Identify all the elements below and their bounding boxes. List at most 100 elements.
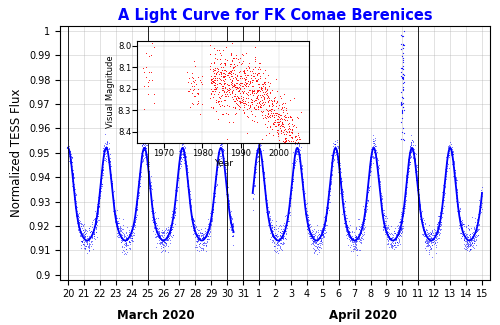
Point <box>364 176 372 182</box>
Point <box>96 195 104 200</box>
Point <box>314 227 322 232</box>
Point <box>264 212 272 217</box>
Point <box>152 233 160 239</box>
Point <box>198 234 206 240</box>
Point <box>452 189 460 194</box>
Point <box>123 236 131 241</box>
Point <box>379 214 387 219</box>
Point <box>189 219 197 225</box>
Point <box>196 230 204 235</box>
Point <box>343 235 351 240</box>
Point <box>114 234 122 240</box>
Point <box>172 196 179 202</box>
Point <box>396 233 404 239</box>
Point <box>453 192 461 198</box>
Point <box>251 182 259 187</box>
Point <box>205 227 213 232</box>
Point <box>326 183 334 188</box>
Point <box>167 224 175 229</box>
Point <box>340 196 347 202</box>
Point <box>300 203 308 208</box>
Point <box>253 149 261 154</box>
Point <box>375 176 383 181</box>
Point <box>106 156 114 161</box>
Point <box>122 242 130 247</box>
Point <box>322 215 330 220</box>
Point <box>328 172 336 177</box>
Point <box>394 233 402 238</box>
Point <box>366 167 374 172</box>
Point <box>177 158 185 163</box>
Point <box>110 210 118 215</box>
Point <box>74 227 82 232</box>
Point <box>200 240 208 245</box>
Point <box>250 184 258 189</box>
Point <box>314 247 322 252</box>
Point <box>256 149 264 154</box>
Point <box>328 160 336 165</box>
Point <box>388 234 396 240</box>
Point <box>176 150 184 156</box>
Point <box>435 225 443 230</box>
Point <box>404 152 412 158</box>
Point <box>336 173 344 178</box>
Point <box>71 205 79 210</box>
Point <box>122 229 130 234</box>
Point <box>154 226 162 231</box>
Point <box>226 221 234 226</box>
Point <box>292 144 300 150</box>
Point <box>411 163 419 169</box>
Point <box>80 229 88 234</box>
Point <box>225 206 233 211</box>
Point <box>198 236 206 241</box>
Point <box>147 183 155 188</box>
Point <box>452 187 460 192</box>
Point <box>355 237 363 242</box>
Point <box>474 216 482 222</box>
Point <box>280 228 288 234</box>
Point <box>438 204 446 209</box>
Point <box>214 154 222 159</box>
Point <box>94 199 102 204</box>
Point <box>466 231 473 236</box>
Point <box>290 164 298 169</box>
Point <box>478 184 486 189</box>
Point <box>328 170 336 175</box>
Point <box>75 225 83 230</box>
Point <box>382 226 390 231</box>
Point <box>174 185 182 190</box>
Point <box>376 184 384 189</box>
Point <box>336 176 344 181</box>
Point <box>417 215 425 220</box>
Point <box>174 177 182 182</box>
Point <box>472 232 480 238</box>
Point <box>465 237 473 242</box>
Point <box>418 218 426 223</box>
Point <box>292 150 300 155</box>
Point <box>374 164 382 170</box>
Point <box>432 237 440 242</box>
Point <box>338 186 346 191</box>
Point <box>361 214 369 219</box>
Point <box>266 218 274 223</box>
Point <box>164 238 172 243</box>
Point <box>98 179 106 184</box>
Point <box>80 231 88 236</box>
Point <box>176 159 184 164</box>
Point <box>338 188 346 194</box>
Point <box>326 180 334 186</box>
Point <box>130 223 138 228</box>
Point <box>402 179 410 185</box>
Point <box>116 229 124 234</box>
Point <box>340 214 348 220</box>
Point <box>289 169 297 174</box>
Point <box>438 215 446 221</box>
Point <box>452 167 460 173</box>
Point <box>110 200 118 205</box>
Point <box>279 227 287 232</box>
Point <box>477 190 485 195</box>
Point <box>133 207 141 213</box>
Point <box>172 191 180 196</box>
Point <box>178 148 186 153</box>
Point <box>378 211 386 216</box>
